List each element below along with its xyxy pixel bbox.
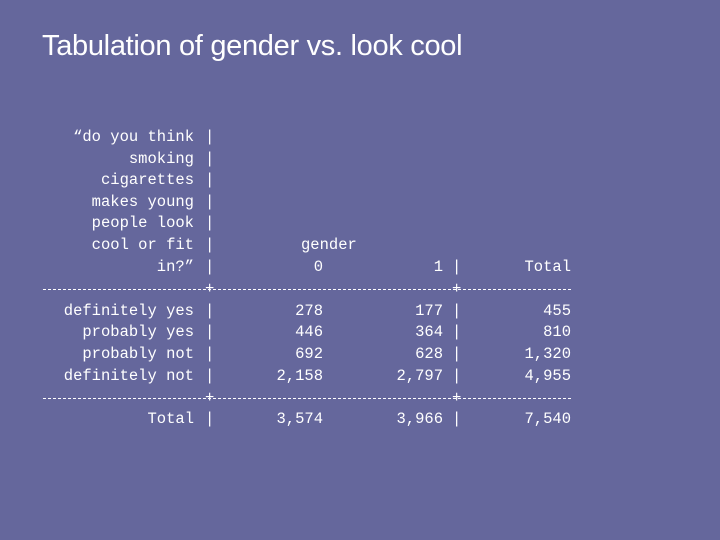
column-separator: | <box>205 410 215 428</box>
column-separator: | <box>205 128 215 146</box>
table-cell: 177 <box>415 302 443 320</box>
table-cell: 4,955 <box>524 367 571 385</box>
table-cell: 2,797 <box>396 367 443 385</box>
total-cell: 3,966 <box>396 410 443 428</box>
column-header: 0 <box>313 258 323 276</box>
total-row-label: Total <box>147 410 194 428</box>
row-variable-label-line: cool or fit <box>91 236 194 254</box>
column-header: 1 <box>433 258 443 276</box>
column-variable-label: gender <box>301 236 357 254</box>
column-separator: | <box>205 171 215 189</box>
table-cell: 455 <box>543 302 571 320</box>
column-separator: | <box>205 214 215 232</box>
total-cell: 3,574 <box>276 410 323 428</box>
total-cell: 7,540 <box>524 410 571 428</box>
row-label: probably not <box>82 345 194 363</box>
column-separator: | <box>205 302 215 320</box>
rule-junction: + <box>452 280 462 298</box>
column-separator: | <box>205 258 215 276</box>
slide-title: Tabulation of gender vs. look cool <box>42 30 463 62</box>
column-separator: | <box>205 323 215 341</box>
column-separator: | <box>205 193 215 211</box>
column-separator: | <box>205 150 215 168</box>
column-separator: | <box>452 367 462 385</box>
row-label: probably yes <box>82 323 194 341</box>
total-rule <box>43 398 571 399</box>
row-label: definitely yes <box>63 302 194 320</box>
column-separator: | <box>452 323 462 341</box>
row-variable-label-line: smoking <box>128 150 194 168</box>
table-cell: 446 <box>295 323 323 341</box>
rule-junction: + <box>205 280 215 298</box>
column-separator: | <box>452 302 462 320</box>
row-variable-label-line: “do you think <box>73 128 194 146</box>
row-variable-label-line: makes young <box>91 193 194 211</box>
header-rule <box>43 289 571 290</box>
table-cell: 692 <box>295 345 323 363</box>
row-variable-label-line: in?” <box>156 258 194 276</box>
table-cell: 364 <box>415 323 443 341</box>
column-separator: | <box>205 236 215 254</box>
table-cell: 628 <box>415 345 443 363</box>
column-separator: | <box>205 345 215 363</box>
table-cell: 810 <box>543 323 571 341</box>
column-separator: | <box>452 258 462 276</box>
rule-junction: + <box>205 389 215 407</box>
table-cell: 1,320 <box>524 345 571 363</box>
column-separator: | <box>452 410 462 428</box>
table-cell: 2,158 <box>276 367 323 385</box>
column-separator: | <box>452 345 462 363</box>
column-separator: | <box>205 367 215 385</box>
row-label: definitely not <box>63 367 194 385</box>
row-variable-label-line: cigarettes <box>100 171 194 189</box>
column-header: Total <box>524 258 571 276</box>
table-cell: 278 <box>295 302 323 320</box>
rule-junction: + <box>452 389 462 407</box>
row-variable-label-line: people look <box>91 214 194 232</box>
